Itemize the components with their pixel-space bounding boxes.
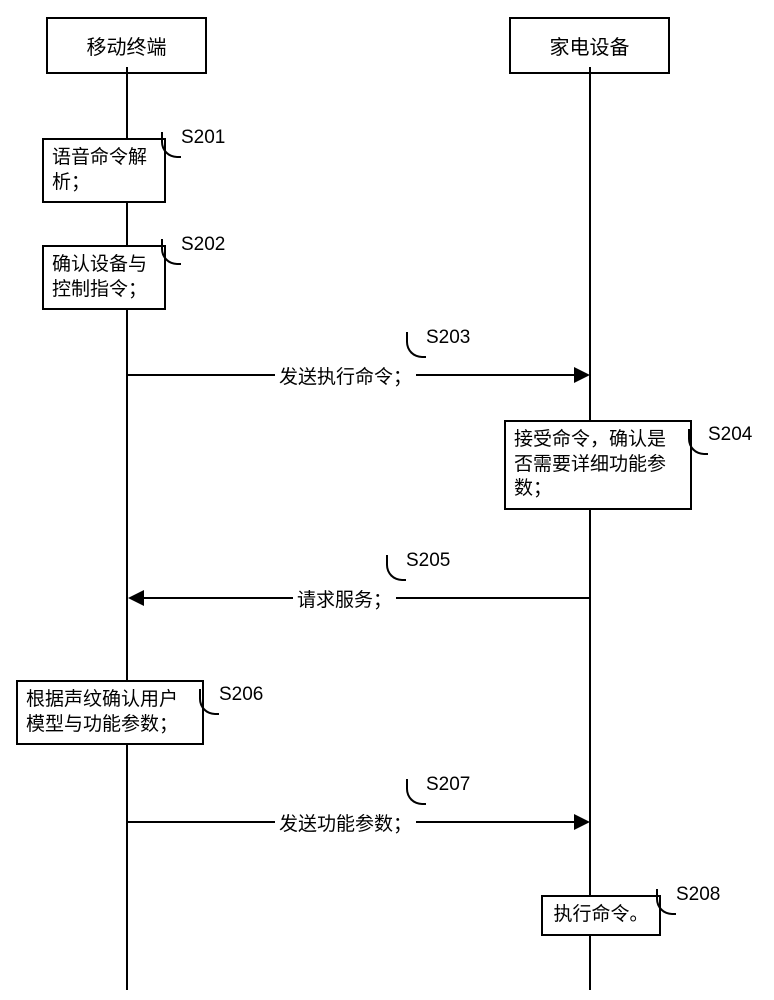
step-s207-label: S207 [426,774,470,796]
step-s201-label: S201 [181,127,225,149]
step-s202-label: S202 [181,234,225,256]
lifeline-left [126,67,128,990]
step-s206-text: 根据声纹确认用户模型与功能参数； [26,689,178,735]
step-s202-text: 确认设备与控制指令； [52,254,147,300]
step-s203-label: S203 [426,327,470,349]
arrow-s203-text: 发送执行命令； [275,362,416,389]
step-s204-box: 接受命令，确认是否需要详细功能参数； [504,420,692,510]
arrow-s207-text: 发送功能参数； [275,809,416,836]
step-s205-label: S205 [406,550,450,572]
step-s203-connector [406,332,426,358]
arrow-s207-head [574,814,590,830]
step-s208-text: 执行命令。 [553,904,648,925]
step-s202-box: 确认设备与控制指令； [42,245,166,310]
step-s207-connector [406,779,426,805]
step-s204-text: 接受命令，确认是否需要详细功能参数； [514,429,666,499]
step-s204-label: S204 [708,424,752,446]
arrow-s205-text: 请求服务； [293,585,396,612]
participant-left-label: 移动终端 [87,37,167,59]
participant-right-header: 家电设备 [509,17,670,74]
participant-right-label: 家电设备 [550,37,630,59]
arrow-s203-head [574,367,590,383]
arrow-s205-head [128,590,144,606]
participant-left-header: 移动终端 [46,17,207,74]
step-s206-box: 根据声纹确认用户模型与功能参数； [16,680,204,745]
lifeline-right [589,67,591,990]
step-s201-box: 语音命令解析； [42,138,166,203]
step-s208-box: 执行命令。 [541,895,661,936]
step-s205-connector [386,555,406,581]
step-s206-label: S206 [219,684,263,706]
step-s208-label: S208 [676,884,720,906]
step-s201-text: 语音命令解析； [52,147,147,193]
